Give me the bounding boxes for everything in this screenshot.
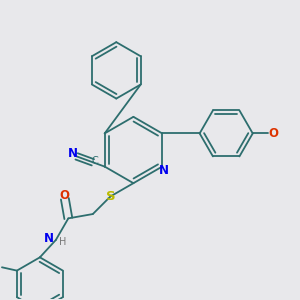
Text: N: N	[159, 164, 169, 177]
Text: O: O	[268, 127, 278, 140]
Text: C: C	[91, 156, 98, 166]
Text: H: H	[59, 237, 67, 247]
Text: S: S	[106, 190, 115, 203]
Text: N: N	[44, 232, 54, 245]
Text: O: O	[60, 189, 70, 202]
Text: N: N	[68, 147, 78, 160]
